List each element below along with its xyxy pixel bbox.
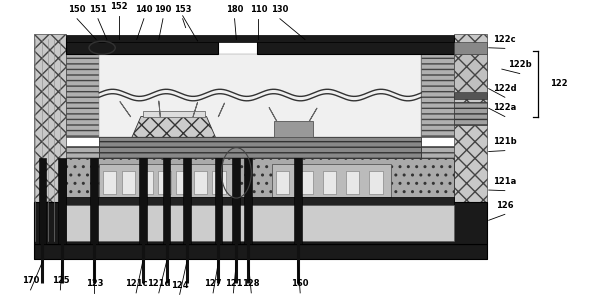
Bar <box>140 171 153 194</box>
Bar <box>99 137 422 158</box>
Bar <box>66 206 454 241</box>
Bar <box>33 203 487 244</box>
Bar <box>272 164 392 197</box>
Bar <box>103 171 117 194</box>
Bar <box>194 171 208 194</box>
Bar <box>257 38 454 54</box>
Text: 127: 127 <box>205 279 222 288</box>
Bar <box>66 197 454 206</box>
Text: 126: 126 <box>496 201 514 210</box>
Bar <box>346 171 359 194</box>
Text: 130: 130 <box>271 5 289 14</box>
Text: 121b: 121b <box>493 137 517 146</box>
Text: 121c: 121c <box>125 279 148 288</box>
Polygon shape <box>132 116 215 137</box>
Bar <box>323 171 336 194</box>
Bar <box>143 111 205 117</box>
Bar <box>121 171 135 194</box>
Text: 125: 125 <box>51 277 69 285</box>
Text: 150: 150 <box>68 5 86 14</box>
Bar <box>233 158 240 244</box>
Bar <box>99 164 236 197</box>
Bar <box>66 158 454 203</box>
Bar <box>245 158 252 244</box>
Text: 140: 140 <box>135 5 152 14</box>
Bar <box>163 158 170 244</box>
Bar <box>139 158 147 244</box>
Bar <box>370 171 383 194</box>
Text: 123: 123 <box>86 279 103 288</box>
Text: 128: 128 <box>243 279 260 288</box>
Bar <box>215 158 222 244</box>
Bar <box>422 54 454 137</box>
Text: 110: 110 <box>250 5 267 14</box>
Bar <box>39 158 46 244</box>
Bar <box>99 54 422 137</box>
Bar <box>90 158 98 244</box>
Bar <box>66 38 218 54</box>
Bar <box>300 171 313 194</box>
Text: 122: 122 <box>550 79 567 88</box>
Bar <box>33 244 487 259</box>
Text: 122d: 122d <box>493 84 517 93</box>
Bar <box>454 42 487 54</box>
Text: 152: 152 <box>110 2 127 11</box>
Bar <box>294 158 301 244</box>
Text: 122c: 122c <box>493 35 516 44</box>
Bar <box>454 102 487 126</box>
Bar <box>276 171 289 194</box>
Bar <box>66 146 99 241</box>
Text: 121: 121 <box>225 279 242 288</box>
Bar <box>454 92 487 99</box>
Bar <box>212 171 225 194</box>
Text: 151: 151 <box>89 5 107 14</box>
Bar <box>66 35 454 42</box>
Bar <box>454 54 487 92</box>
Bar <box>274 121 313 137</box>
Bar <box>183 158 191 244</box>
Bar <box>422 146 454 241</box>
Text: 122a: 122a <box>493 103 517 112</box>
Bar <box>66 54 99 137</box>
Text: 160: 160 <box>291 279 309 288</box>
Text: 190: 190 <box>154 5 172 14</box>
Text: 153: 153 <box>174 5 191 14</box>
Text: 122b: 122b <box>508 60 532 69</box>
Text: 170: 170 <box>22 277 39 285</box>
Bar <box>158 171 171 194</box>
Bar <box>33 33 66 259</box>
Bar <box>176 171 189 194</box>
Text: 121a: 121a <box>493 177 517 186</box>
Bar <box>58 158 66 244</box>
Text: 121d: 121d <box>147 279 170 288</box>
Text: 180: 180 <box>226 5 243 14</box>
Bar <box>454 33 487 259</box>
Text: 124: 124 <box>171 281 188 290</box>
